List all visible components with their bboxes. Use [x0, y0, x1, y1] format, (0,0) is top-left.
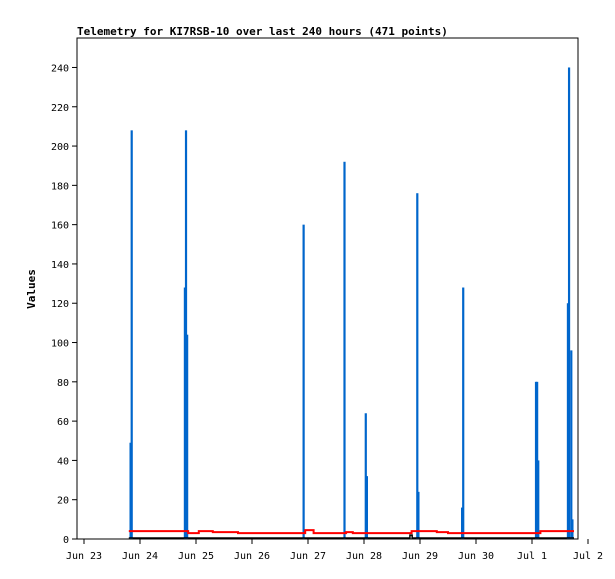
- x-tick-label: Jun 23: [66, 551, 102, 562]
- series-spike: [184, 130, 188, 539]
- y-tick-label: 140: [51, 260, 69, 271]
- y-tick-label: 100: [51, 339, 69, 350]
- series-spike: [567, 67, 571, 540]
- x-tick-label: Jun 30: [458, 551, 494, 562]
- y-tick-label: 0: [63, 535, 69, 546]
- series-spike: [566, 303, 570, 539]
- y-tick-label: 80: [57, 378, 69, 389]
- x-tick-label: Jul 2: [573, 551, 603, 562]
- x-tick-label: Jul 1: [517, 551, 547, 562]
- series-spike: [570, 350, 573, 539]
- series-spike: [130, 130, 133, 539]
- y-tick-label: 20: [57, 496, 69, 507]
- series-spike: [461, 507, 464, 539]
- x-tick-label: Jun 25: [178, 551, 214, 562]
- series-spike: [534, 381, 538, 539]
- x-axis-ticks: Jun 23 Jun 24 Jun 25 Jun 26 Jun 27 Jun 28 Jun …: [66, 539, 603, 562]
- y-tick-label: 200: [51, 142, 69, 153]
- series-line: [128, 529, 574, 535]
- y-tick-label: 180: [51, 181, 69, 192]
- y-tick-label: 120: [51, 299, 69, 310]
- series-spike: [302, 224, 305, 539]
- series-spike: [537, 460, 540, 539]
- series-spike: [186, 334, 189, 539]
- chart-title: Telemetry for KI7RSB-10 over last 240 ho…: [77, 25, 448, 38]
- x-tick-label: Jun 24: [122, 551, 158, 562]
- series-spike: [364, 413, 367, 539]
- y-tick-label: 60: [57, 417, 69, 428]
- series-layer: [128, 67, 574, 540]
- series-spike: [536, 381, 539, 539]
- plot-area: [76, 37, 579, 540]
- x-tick-label: Jun 29: [402, 551, 438, 562]
- series-spike: [365, 476, 368, 539]
- series-spike: [571, 519, 574, 539]
- series-spike: [462, 287, 465, 539]
- series-spike: [129, 442, 132, 539]
- x-tick-label: Jun 27: [290, 551, 326, 562]
- series-spike: [416, 193, 419, 539]
- series-spike: [417, 491, 420, 539]
- x-tick-label: Jun 26: [234, 551, 270, 562]
- y-tick-label: 40: [57, 456, 69, 467]
- y-axis-ticks: 0 20 40 60 80 100 120 140 160 180 200 220 240: [51, 63, 77, 546]
- series-spike: [343, 161, 346, 539]
- y-tick-label: 240: [51, 63, 69, 74]
- y-tick-label: 220: [51, 103, 69, 114]
- y-tick-label: 160: [51, 221, 69, 232]
- x-tick-label: Jun 28: [346, 551, 382, 562]
- series-spike: [183, 287, 186, 539]
- y-axis-label: Values: [25, 269, 38, 309]
- series-line: [128, 534, 574, 539]
